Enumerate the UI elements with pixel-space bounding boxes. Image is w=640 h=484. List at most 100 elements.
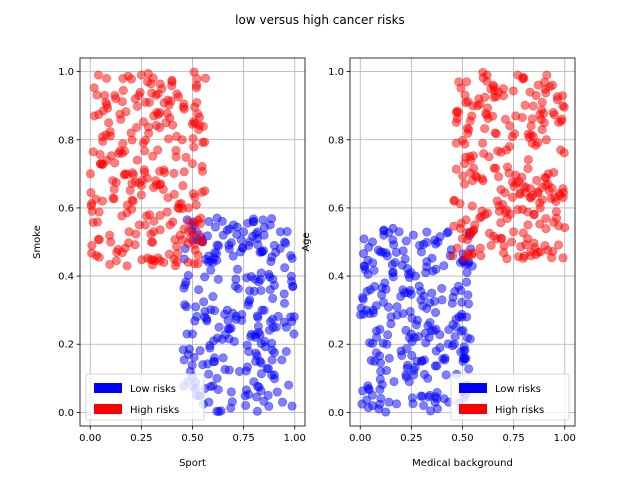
high-risk-point bbox=[189, 142, 199, 152]
low-risk-point bbox=[428, 266, 438, 276]
high-risk-point bbox=[144, 128, 154, 138]
high-risk-point bbox=[102, 73, 112, 83]
high-risk-point bbox=[189, 259, 199, 269]
high-risk-point bbox=[127, 179, 137, 189]
low-risk-point bbox=[457, 309, 467, 319]
low-risk-point bbox=[414, 281, 424, 291]
high-risk-point bbox=[94, 235, 104, 245]
low-risk-point bbox=[431, 308, 441, 318]
low-risk-point bbox=[381, 407, 391, 417]
low-risk-point bbox=[448, 292, 458, 302]
low-risk-point bbox=[251, 356, 261, 366]
high-risk-point bbox=[475, 243, 485, 253]
low-risk-point bbox=[226, 387, 236, 397]
figure-title: low versus high cancer risks bbox=[235, 13, 405, 27]
low-risk-point bbox=[259, 223, 269, 233]
high-risk-point bbox=[523, 164, 533, 174]
high-risk-point bbox=[135, 87, 145, 97]
low-risk-point bbox=[392, 399, 402, 409]
high-risk-point bbox=[173, 248, 183, 258]
high-risk-point bbox=[153, 145, 163, 155]
high-risk-point bbox=[541, 135, 551, 145]
low-risk-point bbox=[432, 388, 442, 398]
left-legend-swatch-high bbox=[94, 404, 122, 414]
high-risk-point bbox=[181, 152, 191, 162]
high-risk-point bbox=[463, 128, 473, 138]
high-risk-point bbox=[491, 92, 501, 102]
high-risk-point bbox=[132, 122, 142, 132]
high-risk-point bbox=[541, 224, 551, 234]
high-risk-point bbox=[179, 167, 189, 177]
low-risk-point bbox=[397, 350, 407, 360]
low-risk-point bbox=[222, 225, 232, 235]
x-tick-label: 1.00 bbox=[284, 433, 306, 444]
low-risk-point bbox=[368, 401, 378, 411]
high-risk-point bbox=[111, 256, 121, 266]
low-risk-point bbox=[267, 338, 277, 348]
high-risk-point bbox=[188, 134, 198, 144]
low-risk-point bbox=[210, 222, 220, 232]
low-risk-point bbox=[418, 239, 428, 249]
high-risk-point bbox=[514, 252, 524, 262]
high-risk-point bbox=[483, 103, 493, 113]
high-risk-point bbox=[184, 217, 194, 227]
low-risk-point bbox=[237, 310, 247, 320]
low-risk-point bbox=[205, 340, 215, 350]
high-risk-point bbox=[87, 248, 97, 258]
high-risk-point bbox=[117, 97, 127, 107]
high-risk-point bbox=[480, 124, 490, 134]
low-risk-point bbox=[180, 300, 190, 310]
high-risk-point bbox=[491, 129, 501, 139]
high-risk-point bbox=[95, 150, 105, 160]
high-risk-point bbox=[148, 237, 158, 247]
low-risk-point bbox=[192, 311, 202, 321]
low-risk-point bbox=[267, 214, 277, 224]
low-risk-point bbox=[204, 369, 214, 379]
low-risk-point bbox=[401, 370, 411, 380]
high-risk-point bbox=[200, 137, 210, 147]
y-tick-label: 0.8 bbox=[328, 135, 344, 146]
high-risk-point bbox=[92, 90, 102, 100]
low-risk-point bbox=[210, 248, 220, 258]
low-risk-point bbox=[408, 230, 418, 240]
high-risk-point bbox=[460, 139, 470, 149]
y-tick-label: 0.6 bbox=[58, 203, 74, 214]
low-risk-point bbox=[375, 384, 385, 394]
low-risk-point bbox=[401, 236, 411, 246]
low-risk-point bbox=[268, 293, 278, 303]
low-risk-point bbox=[382, 251, 392, 261]
y-tick-label: 0.6 bbox=[328, 203, 344, 214]
high-risk-point bbox=[188, 189, 198, 199]
low-risk-point bbox=[281, 346, 291, 356]
high-risk-point bbox=[454, 77, 464, 87]
x-tick-label: 0.25 bbox=[130, 433, 152, 444]
low-risk-point bbox=[463, 290, 473, 300]
low-risk-point bbox=[402, 344, 412, 354]
low-risk-point bbox=[227, 397, 237, 407]
high-risk-point bbox=[188, 159, 198, 169]
low-risk-point bbox=[277, 397, 287, 407]
low-risk-point bbox=[213, 385, 223, 395]
high-risk-point bbox=[459, 253, 469, 263]
high-risk-point bbox=[537, 125, 547, 135]
high-risk-point bbox=[483, 113, 493, 123]
high-risk-point bbox=[201, 73, 211, 83]
high-risk-point bbox=[448, 251, 458, 261]
low-risk-point bbox=[407, 393, 417, 403]
low-risk-point bbox=[359, 234, 369, 244]
high-risk-point bbox=[136, 181, 146, 191]
high-risk-point bbox=[178, 181, 188, 191]
low-risk-point bbox=[212, 373, 222, 383]
high-risk-point bbox=[127, 135, 137, 145]
right-legend-swatch-high bbox=[459, 404, 487, 414]
x-tick-label: 0.75 bbox=[233, 433, 255, 444]
low-risk-point bbox=[456, 326, 466, 336]
low-risk-point bbox=[416, 295, 426, 305]
low-risk-point bbox=[441, 370, 451, 380]
high-risk-point bbox=[195, 219, 205, 229]
low-risk-point bbox=[403, 264, 413, 274]
low-risk-point bbox=[366, 355, 376, 365]
high-risk-point bbox=[128, 170, 138, 180]
high-risk-point bbox=[476, 251, 486, 261]
